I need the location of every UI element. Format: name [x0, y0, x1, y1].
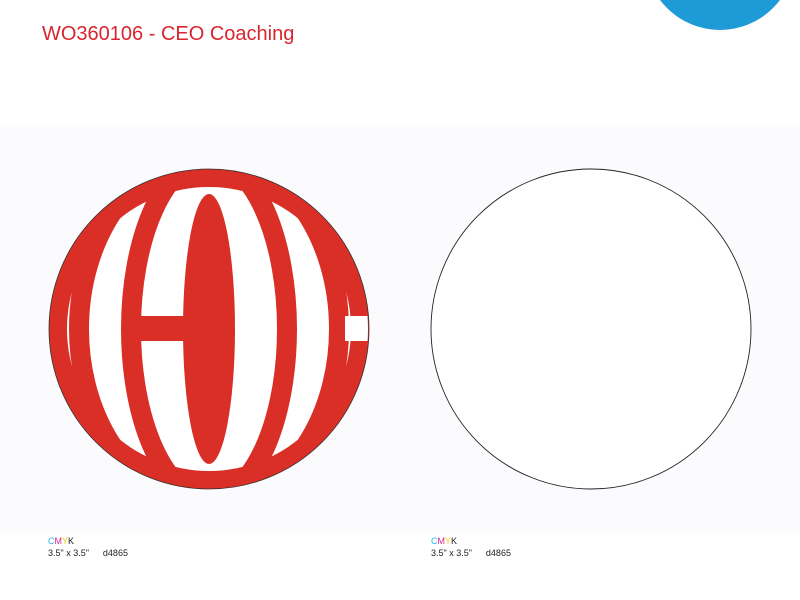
title: WO360106 - CEO Coaching [42, 23, 295, 45]
size: 3.5" x 3.5" [431, 548, 472, 558]
process-colors: CMYK [431, 535, 511, 547]
y: Y [62, 536, 69, 546]
m: M [54, 536, 63, 546]
k: K [68, 536, 75, 546]
logo [67, 170, 368, 488]
y: Y [445, 536, 452, 546]
k: K [451, 536, 458, 546]
caption: CMYK 3.5" x 3.5" d4865 [431, 535, 511, 559]
c: C [48, 536, 55, 546]
blank-circle [430, 168, 752, 490]
code: d4865 [485, 548, 511, 558]
m: M [437, 536, 446, 546]
corner-badge [660, 0, 780, 30]
c: C [431, 536, 438, 546]
size: 3.5" x 3.5" [48, 548, 89, 558]
code: d4865 [102, 548, 128, 558]
process-colors: CMYK [48, 535, 128, 547]
caption: CMYK 3.5" x 3.5" d4865 [48, 535, 128, 559]
